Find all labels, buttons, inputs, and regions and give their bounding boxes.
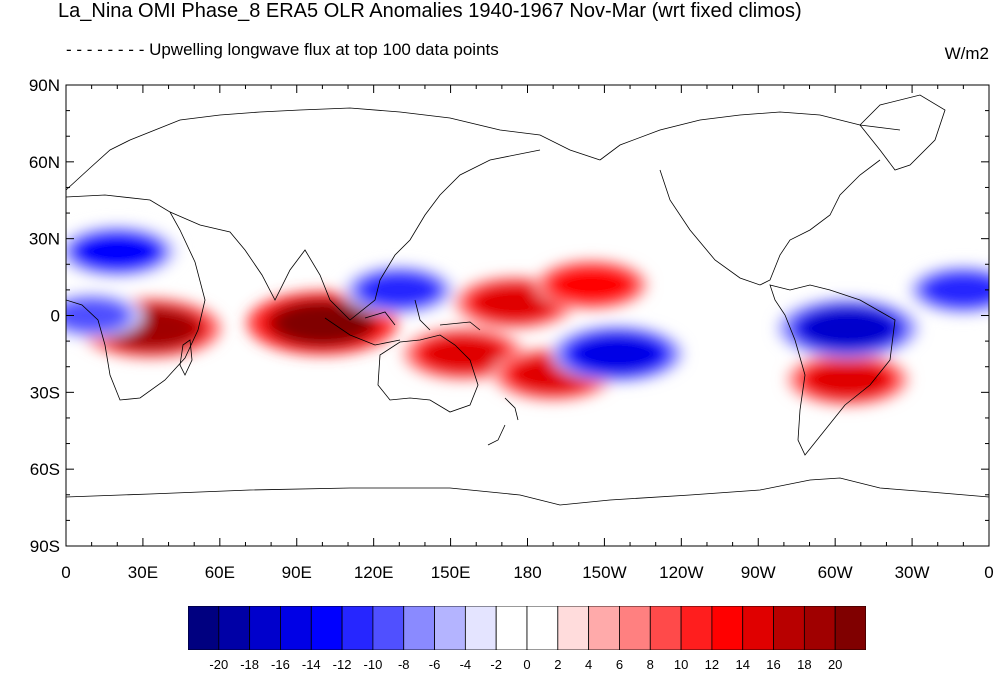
- coast-maritime: [324, 299, 481, 346]
- colorbar-level-label: 16: [766, 657, 781, 672]
- lat-label: 90S: [30, 537, 60, 556]
- lon-label: 150E: [431, 563, 471, 582]
- colorbar-swatch: [188, 606, 220, 650]
- lon-label: 120E: [354, 563, 394, 582]
- colorbar-level-label: -10: [363, 657, 383, 672]
- colorbar-level-label: 10: [673, 657, 689, 672]
- colorbar-swatch: [711, 606, 744, 650]
- colorbar-swatch: [372, 606, 405, 650]
- coast-antarctica: [66, 477, 989, 506]
- colorbar: [188, 606, 866, 650]
- colorbar-swatch: [249, 606, 281, 650]
- coast-madagascar: [179, 339, 193, 376]
- lon-label: 30E: [128, 563, 158, 582]
- plot-subtitle: - - - - - - - - Upwelling longwave flux …: [66, 40, 499, 59]
- lon-label: 180: [513, 563, 541, 582]
- colorbar-level-label: -4: [459, 657, 472, 672]
- coast-south-america: [769, 284, 896, 456]
- colorbar-swatch: [434, 606, 466, 650]
- colorbar-level-label: -12: [332, 657, 352, 672]
- units-label: W/m2: [944, 44, 989, 63]
- colorbar-level-label: -6: [428, 657, 441, 672]
- coast-nz: [487, 397, 519, 446]
- anomaly-blob-0-ring-3: [278, 303, 367, 344]
- colorbar-labels: -20 -18 -16 -14 -12 -10 -8 -6 -4 -2 0 2 4 6 8 10 12 14 16 1…: [188, 657, 866, 673]
- anomaly-blob-10-ring-3: [361, 272, 438, 308]
- colorbar-swatch: [464, 606, 497, 650]
- coast-south-asia: [169, 149, 541, 321]
- colorbar-level-label: 8: [646, 657, 654, 672]
- lat-label: 60N: [29, 153, 60, 172]
- colorbar-swatch: [588, 606, 620, 650]
- colorbar-swatch: [403, 606, 435, 650]
- anomaly-blob-12-ring-3: [66, 298, 128, 333]
- colorbar-level-label: -14: [301, 657, 321, 672]
- colorbar-swatch: [803, 606, 836, 650]
- colorbar-swatch: [773, 606, 805, 650]
- colorbar-swatch: [680, 606, 713, 650]
- colorbar-swatch: [218, 606, 251, 650]
- anomaly-blob-8-ring-3: [805, 308, 891, 348]
- colorbar-swatch: [619, 606, 651, 650]
- colorbar-swatch: [310, 606, 343, 650]
- coastlines: [66, 94, 989, 506]
- colorbar-swatch: [526, 606, 559, 650]
- lon-label: 0: [984, 563, 993, 582]
- coast-australia: [377, 334, 479, 413]
- colorbar-level-label: 12: [704, 657, 720, 672]
- colorbar-swatch: [649, 606, 682, 650]
- colorbar-level-label: -18: [240, 657, 260, 672]
- lon-label: 150W: [582, 563, 626, 582]
- anomaly-blob-3-ring-3: [553, 267, 630, 303]
- lon-label: 60W: [818, 563, 853, 582]
- colorbar-swatch: [341, 606, 374, 650]
- colorbar-swatch: [834, 606, 866, 650]
- anomaly-blob-11-ring-3: [925, 272, 989, 308]
- plot-title: La_Nina OMI Phase_8 ERA5 OLR Anomalies 1…: [58, 0, 802, 22]
- colorbar-level-label: -2: [490, 657, 502, 672]
- lat-label: 0: [51, 307, 60, 326]
- colorbar-level-label: -8: [397, 657, 410, 672]
- colorbar-level-label: 18: [797, 657, 812, 672]
- coast-north-america: [599, 111, 901, 286]
- coast-eurasia: [66, 107, 601, 191]
- lat-label: 90N: [29, 76, 60, 95]
- anomaly-blob-7-ring-3: [576, 335, 659, 373]
- axis-ticks: [65, 84, 990, 547]
- lon-label: 30W: [895, 563, 930, 582]
- lon-label: 0: [61, 563, 70, 582]
- lon-label: 90W: [741, 563, 776, 582]
- colorbar-level-label: 2: [554, 657, 562, 672]
- coast-africa: [66, 194, 206, 401]
- anomaly-blob-2-ring-3: [475, 284, 555, 321]
- colorbar-level-label: 6: [615, 657, 624, 672]
- colorbar-swatch: [742, 606, 774, 650]
- lat-label: 60S: [30, 460, 60, 479]
- coast-greenland: [859, 94, 946, 171]
- lon-labels: 0 30E 60E 90E 120E 150E 180 150W 120W 90W 60W 30W 0: [61, 563, 993, 582]
- lat-labels: 90N 60N 30N 0 30S 60S 90S: [29, 76, 60, 556]
- colorbar-level-label: -16: [271, 657, 290, 672]
- lon-label: 90E: [282, 563, 312, 582]
- lat-label: 30S: [30, 383, 60, 402]
- colorbar-level-label: 0: [523, 657, 531, 672]
- colorbar-level-label: -20: [209, 657, 229, 672]
- anomaly-map: 90N 60N 30N 0 30S 60S 90S 0 30E 60E 90E 120E 150E 18…: [29, 76, 994, 582]
- colorbar-swatch: [557, 606, 590, 650]
- lon-label: 120W: [659, 563, 703, 582]
- colorbar-swatch: [495, 606, 528, 650]
- lon-label: 60E: [205, 563, 235, 582]
- colorbar-level-label: 14: [735, 657, 750, 672]
- colorbar-level-label: 20: [827, 657, 843, 672]
- colorbar-swatch: [280, 606, 312, 650]
- colorbar-level-label: 4: [585, 657, 593, 672]
- anomaly-blob-6-ring-3: [808, 361, 888, 398]
- anomaly-blob-9-ring-3: [77, 233, 157, 270]
- lat-label: 30N: [29, 230, 60, 249]
